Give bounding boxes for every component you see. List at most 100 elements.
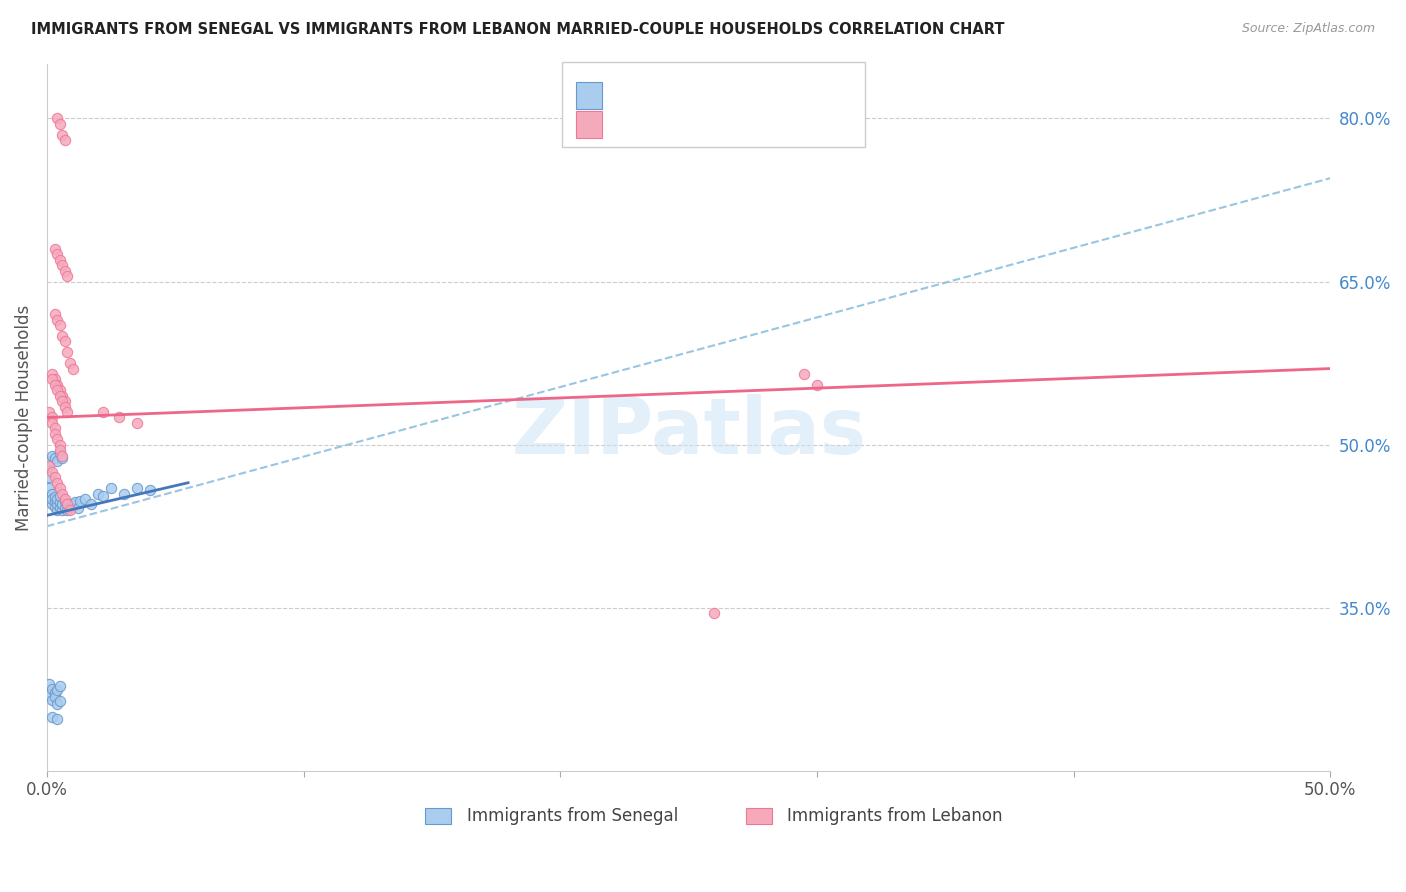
Point	[41, 682, 63, 697]
Point	[48, 252, 70, 267]
Point	[51, 258, 73, 272]
Point	[63, 495, 86, 509]
Point	[41, 491, 63, 506]
Bar	[747, 808, 772, 824]
Point	[48, 384, 70, 398]
Point	[41, 693, 63, 707]
Point	[46, 247, 69, 261]
Point	[41, 372, 63, 386]
Point	[46, 475, 69, 490]
Point	[79, 498, 101, 512]
Point	[51, 486, 73, 500]
Point	[53, 263, 76, 277]
Point	[53, 400, 76, 414]
Point	[51, 498, 73, 512]
Point	[38, 405, 60, 419]
Point	[46, 683, 69, 698]
Text: Source: ZipAtlas.com: Source: ZipAtlas.com	[1241, 22, 1375, 36]
Text: IMMIGRANTS FROM SENEGAL VS IMMIGRANTS FROM LEBANON MARRIED-COUPLE HOUSEHOLDS COR: IMMIGRANTS FROM SENEGAL VS IMMIGRANTS FR…	[31, 22, 1004, 37]
Point	[125, 481, 148, 495]
Point	[107, 410, 129, 425]
Point	[44, 450, 66, 465]
Point	[38, 454, 60, 468]
Point	[38, 470, 60, 484]
Point	[44, 426, 66, 441]
Point	[41, 367, 63, 381]
Point	[48, 438, 70, 452]
Point	[44, 500, 66, 514]
Point	[41, 449, 63, 463]
Point	[44, 494, 66, 508]
Point	[112, 486, 135, 500]
Point	[46, 454, 69, 468]
Point	[48, 694, 70, 708]
Point	[44, 470, 66, 484]
Point	[51, 449, 73, 463]
Point	[41, 498, 63, 512]
Y-axis label: Married-couple Households: Married-couple Households	[15, 304, 32, 531]
Point	[48, 318, 70, 332]
Point	[53, 500, 76, 515]
Point	[53, 494, 76, 508]
Point	[41, 465, 63, 479]
Text: R = 0.063   N = 53: R = 0.063 N = 53	[613, 114, 770, 133]
Point	[53, 394, 76, 409]
Text: Immigrants from Lebanon: Immigrants from Lebanon	[787, 806, 1002, 825]
Point	[806, 377, 828, 392]
Point	[87, 486, 110, 500]
Point	[51, 389, 73, 403]
Point	[69, 494, 91, 508]
Point	[44, 307, 66, 321]
Point	[41, 416, 63, 430]
Point	[62, 498, 84, 512]
Point	[56, 498, 79, 512]
Point	[51, 394, 73, 409]
Point	[38, 677, 60, 691]
Point	[48, 679, 70, 693]
Point	[38, 481, 60, 495]
Point	[38, 459, 60, 474]
Point	[51, 450, 73, 465]
Point	[75, 491, 97, 506]
Point	[44, 690, 66, 704]
Text: Immigrants from Senegal: Immigrants from Senegal	[467, 806, 678, 825]
Point	[44, 242, 66, 256]
Point	[46, 697, 69, 711]
Point	[100, 481, 122, 495]
Point	[41, 486, 63, 500]
Point	[56, 345, 79, 359]
Point	[66, 500, 89, 515]
Point	[48, 495, 70, 509]
Text: R = 0.092   N = 51: R = 0.092 N = 51	[613, 85, 770, 103]
Point	[46, 712, 69, 726]
Point	[41, 709, 63, 723]
Point	[93, 405, 115, 419]
Point	[138, 483, 160, 498]
Point	[59, 500, 82, 514]
Point	[51, 329, 73, 343]
Point	[48, 443, 70, 458]
Point	[59, 503, 82, 517]
Point	[48, 389, 70, 403]
Point	[48, 117, 70, 131]
Point	[48, 489, 70, 503]
Point	[44, 421, 66, 435]
Point	[44, 372, 66, 386]
Point	[56, 498, 79, 512]
Point	[703, 606, 725, 620]
Point	[48, 446, 70, 460]
Point	[59, 356, 82, 370]
Point	[44, 377, 66, 392]
Point	[44, 685, 66, 699]
Point	[48, 481, 70, 495]
Point	[46, 432, 69, 446]
Point	[48, 500, 70, 515]
Point	[46, 498, 69, 512]
Point	[53, 491, 76, 506]
Point	[93, 489, 115, 503]
Point	[56, 503, 79, 517]
Point	[46, 503, 69, 517]
Point	[62, 361, 84, 376]
Point	[46, 377, 69, 392]
Point	[46, 312, 69, 326]
